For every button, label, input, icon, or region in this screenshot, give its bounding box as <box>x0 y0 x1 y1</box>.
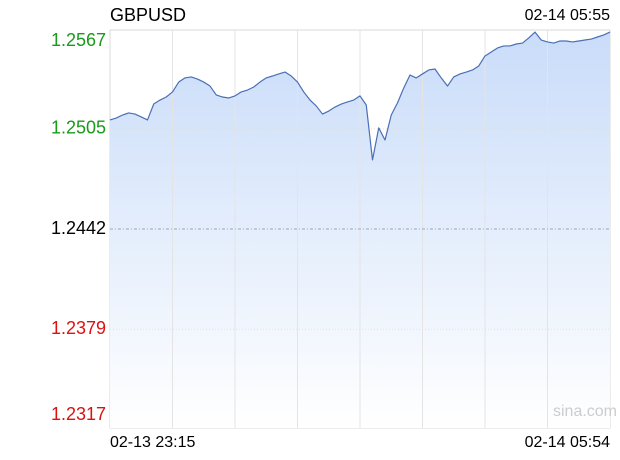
chart-title: GBPUSD <box>110 5 186 25</box>
y-tick-label: 1.2567 <box>51 30 106 50</box>
y-tick-label: 1.2317 <box>51 404 106 424</box>
y-tick-label: 1.2379 <box>51 318 106 338</box>
watermark: sina.com <box>553 403 617 420</box>
y-tick-label: 1.2442 <box>51 218 106 238</box>
x-tick-label: 02-13 23:15 <box>110 434 196 451</box>
line <box>109 31 611 161</box>
x-tick-label: 02-14 05:54 <box>525 434 611 451</box>
y-tick-label: 1.2505 <box>51 117 106 137</box>
timestamp: 02-14 05:55 <box>525 7 611 24</box>
